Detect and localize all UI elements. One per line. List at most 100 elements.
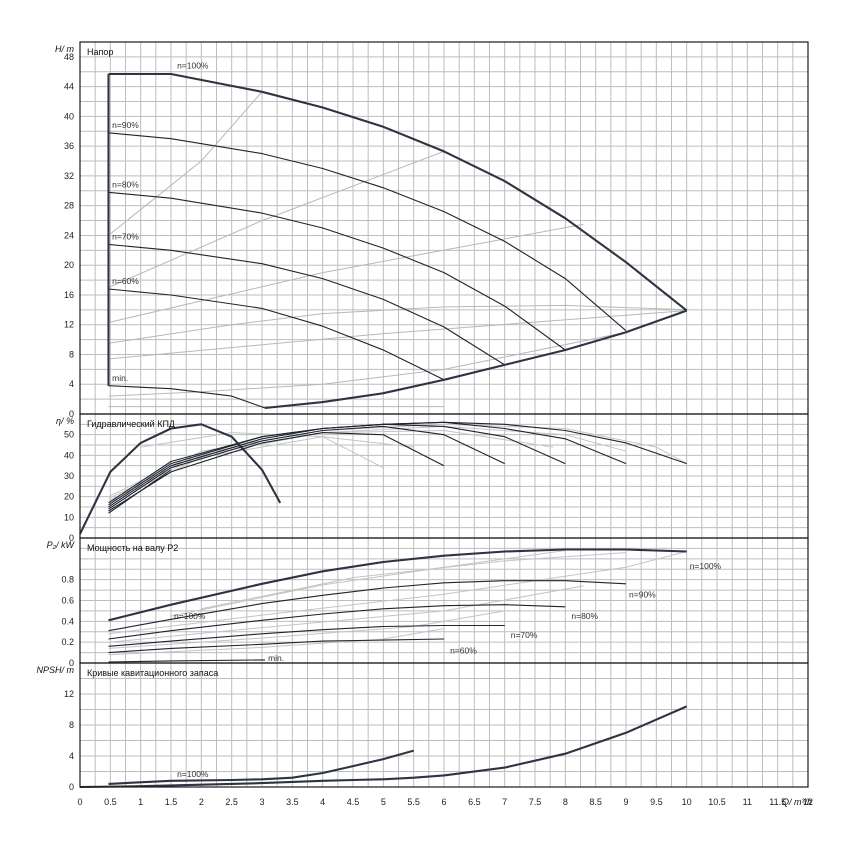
curve-label: n=90% — [629, 589, 656, 599]
curve-label: n=100% — [177, 60, 209, 70]
panel-frames — [79, 41, 809, 788]
x-tick-label: 7 — [502, 797, 507, 807]
y-axis-label: P₂/ kW — [47, 540, 76, 550]
reference-curves — [108, 91, 687, 656]
x-tick-label: 1 — [138, 797, 143, 807]
series-line-item-0 — [79, 705, 688, 789]
y-tick-label: 20 — [64, 492, 74, 502]
y-tick-label: 0.6 — [61, 596, 74, 606]
series-line-item-7 — [264, 309, 688, 410]
x-tick-label: 8.5 — [589, 797, 602, 807]
y-tick-label: 4 — [69, 751, 74, 761]
series-line-n-70 — [108, 243, 505, 366]
y-tick-label: 50 — [64, 430, 74, 440]
x-tick-label: 1.5 — [165, 797, 178, 807]
y-tick-label: 0 — [69, 782, 74, 792]
reference-curve — [108, 551, 687, 635]
reference-curve — [108, 628, 445, 656]
x-tick-label: 3.5 — [286, 797, 299, 807]
series-line-item-5 — [108, 432, 445, 512]
series-line-n-100 — [108, 548, 687, 622]
reference-curve — [108, 150, 445, 288]
curve-label: n=70% — [112, 231, 139, 241]
x-tick-label: 3 — [259, 797, 264, 807]
series-line-min — [108, 385, 266, 409]
x-tick-label: 5.5 — [407, 797, 420, 807]
series-line-item-0 — [79, 423, 282, 535]
curve-label: n=80% — [571, 611, 598, 621]
series-line-n-70 — [108, 624, 505, 647]
reference-curve — [108, 423, 687, 498]
series-line-n-100 — [108, 72, 688, 312]
y-tick-label: 10 — [64, 512, 74, 522]
x-tick-label: 9 — [623, 797, 628, 807]
y-tick-label: 24 — [64, 230, 74, 240]
curve-label: min. — [268, 653, 284, 663]
reference-curve — [108, 436, 414, 504]
curve-label: n=70% — [511, 630, 538, 640]
curve-label: n=60% — [450, 646, 477, 656]
reference-curve — [108, 304, 687, 344]
x-tick-label: 0 — [77, 797, 82, 807]
panel-title: Мощность на валу P2 — [87, 543, 178, 553]
panel-title: Гидравлический КПД — [87, 419, 175, 429]
y-tick-label: 40 — [64, 111, 74, 121]
series-line-item-3 — [108, 423, 566, 508]
x-tick-label: 12 — [803, 797, 813, 807]
x-tick-label: 2 — [199, 797, 204, 807]
x-tick-label: 7.5 — [529, 797, 542, 807]
series-line-n-60 — [108, 638, 445, 654]
y-tick-label: 32 — [64, 171, 74, 181]
series-line-n-100 — [108, 749, 414, 785]
curve-label: n=60% — [112, 276, 139, 286]
y-tick-label: 36 — [64, 141, 74, 151]
y-tick-label: 12 — [64, 320, 74, 330]
panel-title: Напор — [87, 47, 113, 57]
series-line-n-80 — [108, 604, 566, 640]
y-axis-label: H/ m — [55, 44, 75, 54]
y-tick-label: 12 — [64, 689, 74, 699]
series-line-n-90 — [108, 132, 627, 332]
series-line-n-60 — [108, 288, 445, 381]
panel-title: Кривые кавитационного запаса — [87, 668, 218, 678]
x-tick-label: 10.5 — [708, 797, 726, 807]
y-tick-label: 8 — [69, 720, 74, 730]
y-tick-label: 0 — [69, 658, 74, 668]
series-lines — [79, 72, 688, 789]
series-line-min — [108, 659, 266, 663]
reference-curve — [108, 585, 584, 643]
panel-frame — [79, 662, 809, 788]
series-line-n-90 — [108, 580, 627, 632]
y-tick-label: 0.8 — [61, 575, 74, 585]
curve-label: min. — [112, 373, 128, 383]
x-tick-label: 2.5 — [225, 797, 238, 807]
reference-curve — [108, 310, 687, 360]
y-tick-label: 28 — [64, 201, 74, 211]
x-tick-label: 6.5 — [468, 797, 481, 807]
x-tick-label: 0.5 — [104, 797, 117, 807]
y-tick-label: 0.2 — [61, 637, 74, 647]
series-line-item-6 — [108, 469, 172, 514]
reference-curve — [108, 223, 584, 323]
reference-curve — [108, 91, 263, 236]
curve-label: n=100% — [690, 561, 722, 571]
y-tick-label: 40 — [64, 450, 74, 460]
x-tick-label: 11 — [743, 797, 752, 807]
curve-label: n=80% — [112, 179, 139, 189]
x-tick-label: 8 — [563, 797, 568, 807]
x-tick-label: 10 — [682, 797, 692, 807]
y-axis-label: NPSH/ m — [36, 665, 74, 675]
series-line-n-80 — [108, 191, 566, 351]
x-tick-label: 4.5 — [347, 797, 360, 807]
y-tick-label: 4 — [69, 379, 74, 389]
y-tick-label: 0 — [69, 533, 74, 543]
series-line-item-4 — [108, 425, 505, 510]
y-tick-label: 0.4 — [61, 616, 74, 626]
y-tick-label: 48 — [64, 52, 74, 62]
y-tick-label: 20 — [64, 260, 74, 270]
y-tick-label: 16 — [64, 290, 74, 300]
y-tick-label: 8 — [69, 349, 74, 359]
reference-curve — [201, 552, 627, 610]
